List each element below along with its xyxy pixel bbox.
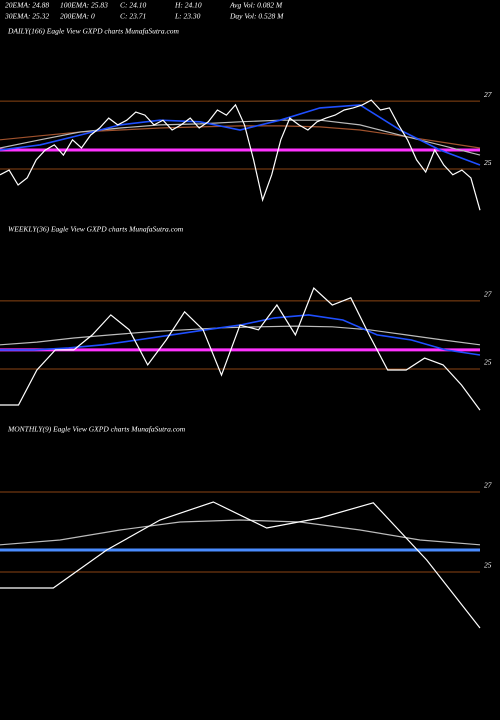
price-line <box>0 325 481 346</box>
header-stat: H: 24.10 <box>174 1 202 10</box>
price-line <box>0 104 481 166</box>
y-tick-label: 27 <box>484 90 492 99</box>
header-stat: C: 23.71 <box>120 12 146 21</box>
header-stat: Avg Vol: 0.082 M <box>229 1 283 10</box>
y-tick-label: 25 <box>484 358 492 367</box>
price-line <box>0 99 481 211</box>
panel-title: WEEKLY(36) Eagle View GXPD charts Munafa… <box>8 225 184 234</box>
panel-title: MONTHLY(9) Eagle View GXPD charts Munafa… <box>7 425 186 434</box>
y-tick-label: 27 <box>484 290 492 299</box>
header-stat: C: 24.10 <box>120 1 147 10</box>
header-stat: L: 23.30 <box>174 12 201 21</box>
price-line <box>0 501 481 629</box>
panel-title: DAILY(166) Eagle View GXPD charts Munafa… <box>7 27 180 36</box>
price-line <box>0 519 481 546</box>
price-line <box>0 286 481 411</box>
header-stat: 100EMA: 25.83 <box>60 1 108 10</box>
header-stat: 200EMA: 0 <box>60 12 95 21</box>
price-line <box>0 119 481 156</box>
header-stat: Day Vol: 0.528 M <box>229 12 284 21</box>
header-stat: 30EMA: 25.32 <box>4 12 49 21</box>
y-tick-label: 27 <box>484 481 492 490</box>
y-tick-label: 25 <box>484 158 492 167</box>
y-tick-label: 25 <box>484 561 492 570</box>
header-stat: 20EMA: 24.88 <box>5 1 49 10</box>
